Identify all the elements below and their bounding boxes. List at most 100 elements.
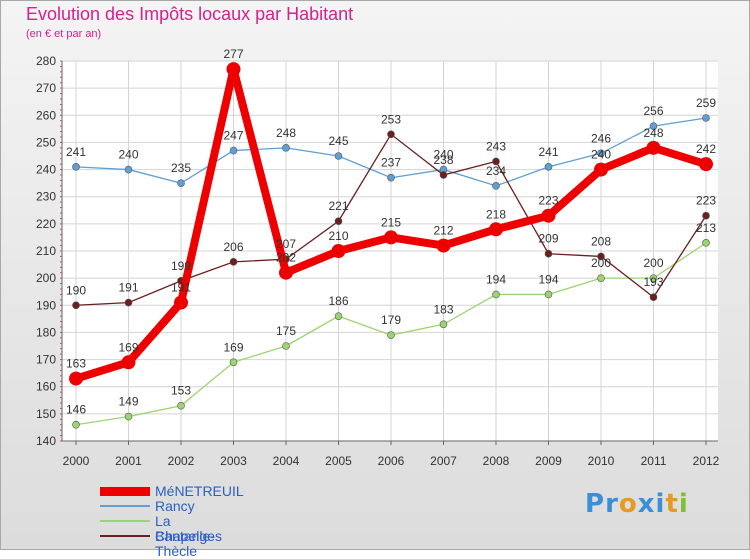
y-tick-label: 200 [36,271,56,285]
legend-swatch [100,535,150,537]
data-label: 209 [538,232,558,246]
data-point [72,420,80,429]
data-point [387,130,395,139]
data-point [492,290,500,299]
data-point [702,114,710,122]
data-label: 215 [381,215,401,229]
data-label: 202 [276,251,296,265]
data-label: 208 [591,234,611,248]
y-tick-label: 180 [36,325,56,339]
data-point [282,342,290,350]
data-point [649,122,658,130]
data-point [279,265,293,280]
data-label: 248 [276,126,296,140]
logo-letter: o [618,489,638,519]
data-label: 235 [171,161,191,175]
data-label: 242 [696,142,716,156]
data-label: 207 [276,237,296,251]
data-point [174,295,188,310]
data-label: 238 [433,153,453,167]
x-tick-label: 2010 [588,454,615,468]
data-point [177,179,185,187]
data-label: 234 [486,164,506,178]
data-label: 248 [643,126,663,140]
x-tick-label: 2001 [115,454,142,468]
data-label: 237 [381,156,401,170]
data-point [702,239,710,247]
data-label: 212 [433,224,453,238]
data-label: 223 [538,194,558,208]
y-tick-label: 230 [36,190,56,204]
data-point [72,163,80,171]
data-point [436,238,451,253]
data-point [649,274,658,282]
data-point [544,249,553,258]
data-point [541,208,556,223]
logo-letter: i [678,489,689,519]
data-label: 259 [696,96,716,110]
x-tick-label: 2005 [325,454,352,468]
data-point [702,211,710,220]
data-point [229,146,238,155]
data-label: 179 [381,313,401,327]
chart-title: Evolution des Impôts locaux par Habitant [26,4,354,24]
data-label: 194 [486,272,506,286]
data-label: 206 [223,240,243,254]
x-tick-label: 2007 [430,454,457,468]
data-label: 221 [328,199,348,213]
data-point [597,274,605,282]
data-label: 199 [171,259,191,273]
x-tick-label: 2011 [641,454,667,468]
data-point [334,152,343,160]
data-label: 223 [696,194,716,208]
legend-swatch [100,487,150,496]
data-label: 146 [66,403,86,417]
data-point [124,298,133,307]
chart-subtitle: (en € et par an) [26,28,102,40]
logo-letter: i [655,489,666,519]
y-tick-label: 260 [36,108,56,122]
data-label: 163 [66,357,86,371]
data-point [387,331,395,339]
data-label: 191 [171,281,191,295]
legend-label: Rancy [155,498,195,514]
data-point [124,165,133,174]
x-tick-label: 2004 [273,454,300,468]
data-label: 241 [66,145,86,159]
data-point [597,149,605,158]
data-label: 241 [538,145,558,159]
logo-letter: P [585,489,606,519]
legend-swatch [100,520,150,522]
data-label: 213 [696,221,716,235]
data-label: 191 [118,281,138,295]
data-label: 240 [591,148,611,162]
data-label: 194 [538,272,558,286]
data-label: 175 [276,324,296,338]
data-label: 200 [643,256,663,270]
data-label: 169 [223,340,243,354]
x-tick-label: 2000 [63,454,90,468]
data-label: 186 [328,294,348,308]
data-point [594,162,608,177]
data-label: 246 [591,131,611,145]
data-label: 253 [381,112,401,126]
y-tick-label: 280 [36,54,56,68]
y-tick-label: 160 [36,380,56,394]
data-point [229,258,238,266]
y-tick-label: 220 [36,217,56,231]
data-point [229,358,238,367]
data-point [334,217,343,225]
data-point [282,144,290,152]
data-point [489,222,503,237]
data-point [226,62,241,77]
x-tick-label: 2012 [693,454,720,468]
data-label: 218 [486,207,506,221]
data-label: 243 [486,139,506,153]
data-label: 190 [66,283,86,297]
data-label: 240 [118,148,138,162]
data-label: 277 [223,47,243,61]
y-tick-label: 250 [36,135,56,149]
y-tick-label: 210 [36,244,56,258]
data-point [331,244,346,258]
logo-letter: r [605,489,619,519]
